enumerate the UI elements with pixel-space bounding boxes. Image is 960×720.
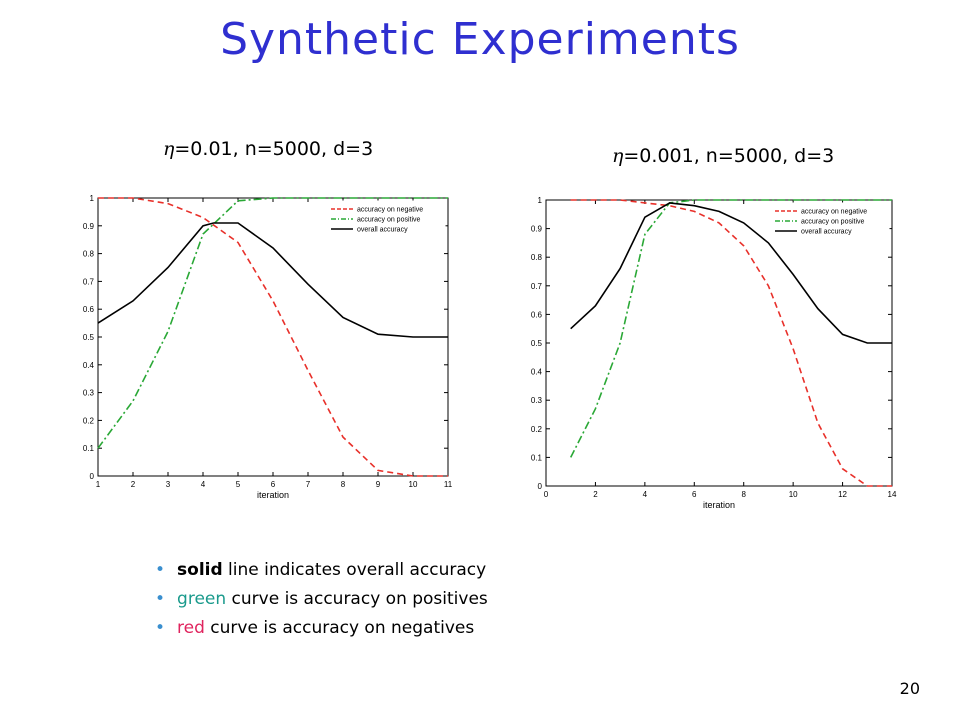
chart-legend: accuracy on negative accuracy on positive… xyxy=(770,202,890,240)
legend-label: overall accuracy xyxy=(801,229,852,236)
x-tick-label: 8 xyxy=(341,480,346,489)
y-tick-label: 0.4 xyxy=(83,361,95,370)
bullet-text: curve is accuracy on positives xyxy=(226,589,488,609)
y-tick-label: 0.6 xyxy=(531,310,543,319)
eta-symbol: η xyxy=(612,145,624,167)
bullet-keyword: solid xyxy=(177,560,223,580)
bullet-keyword: green xyxy=(177,589,227,609)
caption-params: =0.01, n=5000, d=3 xyxy=(174,138,374,160)
series-line-solid xyxy=(97,222,448,338)
series-line-dashed xyxy=(98,197,448,477)
series-line-dashdot xyxy=(97,197,448,449)
series-line-solid xyxy=(570,202,892,344)
y-tick-label: 1 xyxy=(538,196,543,205)
series-line-dashdot xyxy=(569,199,892,458)
x-tick-label: 14 xyxy=(888,490,897,499)
bullet-text: curve is accuracy on negatives xyxy=(204,618,475,638)
y-tick-label: 0.3 xyxy=(531,396,543,405)
bullet-dot-icon: • xyxy=(155,589,166,609)
x-tick-label: 0 xyxy=(544,490,549,499)
accuracy-chart-left: 00.10.20.30.40.50.60.70.80.911 2 3 4 5 6 7 8 9 10… xyxy=(83,194,453,500)
x-tick-label: 12 xyxy=(838,490,847,499)
y-tick-label: 0.4 xyxy=(531,368,543,377)
x-tick-label: 4 xyxy=(643,490,648,499)
x-tick-label: 7 xyxy=(306,480,311,489)
y-tick-label: 0.9 xyxy=(83,222,95,231)
plot-frame xyxy=(545,199,893,487)
x-tick-label: 9 xyxy=(376,480,381,489)
legend-label: accuracy on positive xyxy=(357,217,421,224)
bullet-item: • red curve is accuracy on negatives xyxy=(155,618,488,638)
x-axis-label: iteration xyxy=(257,490,289,500)
y-tick-label: 0.7 xyxy=(531,282,543,291)
y-tick-label: 0 xyxy=(538,482,543,491)
x-tick-label: 11 xyxy=(444,480,453,489)
x-tick-label: 6 xyxy=(692,490,697,499)
y-tick-label: 0.8 xyxy=(83,250,95,259)
y-tick-label: 0.1 xyxy=(83,444,95,453)
slide-title: Synthetic Experiments xyxy=(220,14,740,65)
y-tick-label: 0.1 xyxy=(531,453,543,462)
bullet-item: • green curve is accuracy on positives xyxy=(155,589,488,609)
eta-symbol: η xyxy=(163,138,175,160)
bullet-dot-icon: • xyxy=(155,560,166,580)
y-tick-label: 0 xyxy=(90,472,95,481)
legend-label: accuracy on negative xyxy=(801,209,867,216)
x-axis-label: iteration xyxy=(703,500,735,510)
legend-explanation-list: • solid line indicates overall accuracy •… xyxy=(155,560,488,647)
page-number: 20 xyxy=(899,679,920,698)
x-tick-label: 10 xyxy=(789,490,798,499)
x-tick-label: 2 xyxy=(131,480,136,489)
y-tick-label: 0.3 xyxy=(83,389,95,398)
plot-frame xyxy=(97,197,449,477)
legend-box xyxy=(326,200,446,238)
legend-label: accuracy on negative xyxy=(357,207,423,214)
y-tick-label: 0.9 xyxy=(531,225,543,234)
series-line-dashed xyxy=(570,199,892,487)
y-tick-label: 0.5 xyxy=(531,339,543,348)
legend-label: overall accuracy xyxy=(357,227,408,234)
legend-label: accuracy on positive xyxy=(801,219,865,226)
x-tick-label: 4 xyxy=(201,480,206,489)
x-tick-label: 1 xyxy=(96,480,101,489)
x-tick-label: 2 xyxy=(593,490,598,499)
x-tick-label: 8 xyxy=(741,490,746,499)
y-tick-label: 0.2 xyxy=(83,416,95,425)
accuracy-chart-right: 00.10.20.30.40.50.60.70.80.910 2 4 6 8 10 12 14… xyxy=(531,196,897,510)
y-tick-label: 0.8 xyxy=(531,253,543,262)
x-tick-label: 3 xyxy=(166,480,171,489)
x-tick-label: 10 xyxy=(409,480,418,489)
x-tick-label: 6 xyxy=(271,480,276,489)
y-tick-label: 0.2 xyxy=(531,425,543,434)
y-tick-label: 0.5 xyxy=(83,333,95,342)
bullet-dot-icon: • xyxy=(155,618,166,638)
y-tick-label: 1 xyxy=(90,194,95,203)
bullet-item: • solid line indicates overall accuracy xyxy=(155,560,488,580)
chart-caption-right: η=0.001, n=5000, d=3 xyxy=(612,145,834,167)
y-tick-label: 0.6 xyxy=(83,305,95,314)
bullet-text: line indicates overall accuracy xyxy=(222,560,487,580)
bullet-keyword: red xyxy=(177,618,205,638)
chart-caption-left: η=0.01, n=5000, d=3 xyxy=(163,138,373,160)
chart-legend: accuracy on negative accuracy on positive… xyxy=(326,200,446,238)
caption-params: =0.001, n=5000, d=3 xyxy=(623,145,835,167)
x-tick-label: 5 xyxy=(236,480,241,489)
legend-box xyxy=(770,202,890,240)
y-tick-label: 0.7 xyxy=(83,277,95,286)
